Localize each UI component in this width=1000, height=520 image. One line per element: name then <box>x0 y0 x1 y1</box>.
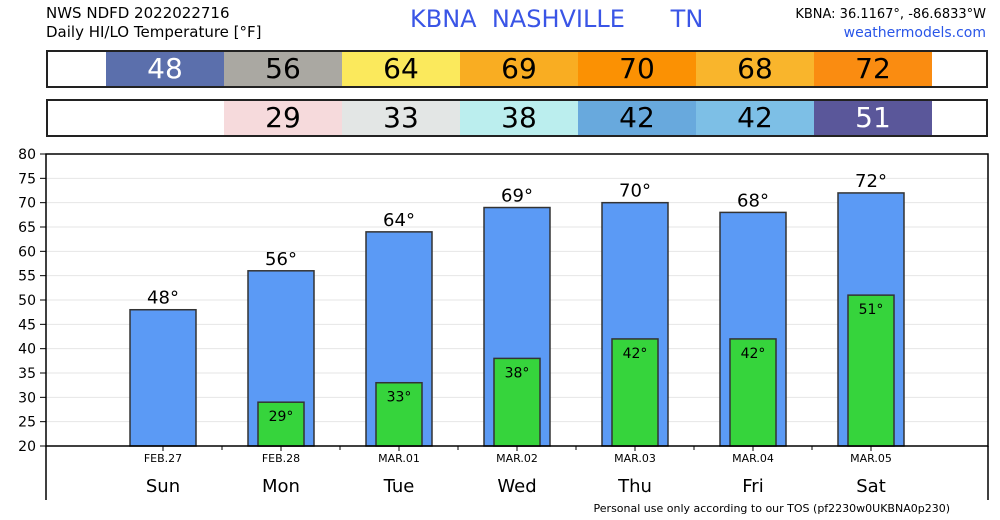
high-temp-label: 64° <box>383 210 415 231</box>
low-temp-cell: 42 <box>696 101 814 135</box>
high-temp-label: 68° <box>737 190 769 211</box>
high-temp-band: 48 56 64 69 70 68 72 <box>46 50 988 88</box>
day-label: Mon <box>262 476 300 497</box>
date-label: MAR.05 <box>850 452 892 465</box>
chart-header-left: NWS NDFD 2022022716 Daily HI/LO Temperat… <box>46 4 262 42</box>
low-temp-bar <box>375 381 423 447</box>
y-tick-label: 80 <box>18 147 36 163</box>
high-temp-cell: 68 <box>696 52 814 86</box>
low-temp-cell: 42 <box>578 101 696 135</box>
high-temp-label: 48° <box>147 288 179 309</box>
date-label: MAR.03 <box>614 452 656 465</box>
low-temp-bar <box>493 357 541 447</box>
date-label: MAR.04 <box>732 452 774 465</box>
high-temp-label: 69° <box>501 186 533 207</box>
high-temp-cell: 64 <box>342 52 460 86</box>
low-temp-cell <box>106 101 224 135</box>
high-temp-cell: 56 <box>224 52 342 86</box>
low-temp-bar <box>847 294 895 447</box>
low-temp-cell: 51 <box>814 101 932 135</box>
y-tick-label: 50 <box>18 293 36 309</box>
model-run-label: NWS NDFD 2022022716 <box>46 4 230 22</box>
station-coordinates: KBNA: 36.1167°, -86.6833°W <box>795 7 986 22</box>
low-temp-label: 42° <box>623 346 648 362</box>
high-temp-label: 56° <box>265 249 297 270</box>
y-tick-label: 65 <box>18 220 36 236</box>
date-label: MAR.02 <box>496 452 538 465</box>
low-temp-label: 38° <box>505 365 530 381</box>
day-label: Fri <box>742 476 763 497</box>
day-label: Wed <box>497 476 536 497</box>
low-temp-label: 51° <box>859 302 884 318</box>
footer-note: Personal use only according to our TOS (… <box>593 502 950 515</box>
low-temp-bar <box>611 338 659 447</box>
y-tick-label: 20 <box>18 439 36 455</box>
low-temp-cell: 33 <box>342 101 460 135</box>
high-temp-label: 70° <box>619 181 651 202</box>
date-label: FEB.28 <box>262 452 300 465</box>
low-temp-cell: 38 <box>460 101 578 135</box>
high-temp-label: 72° <box>855 171 887 192</box>
low-temp-band: 29 33 38 42 42 51 <box>46 99 988 137</box>
high-temp-cell: 70 <box>578 52 696 86</box>
chart-title: Daily HI/LO Temperature [°F] <box>46 23 262 41</box>
y-tick-label: 60 <box>18 244 36 260</box>
y-tick-label: 25 <box>18 415 36 431</box>
date-label: FEB.27 <box>144 452 182 465</box>
y-tick-label: 70 <box>18 196 36 212</box>
y-tick-label: 75 <box>18 171 36 187</box>
day-label: Tue <box>383 476 415 497</box>
low-temp-cell: 29 <box>224 101 342 135</box>
y-tick-label: 35 <box>18 366 36 382</box>
chart-header-right: KBNA: 36.1167°, -86.6833°W weathermodels… <box>795 5 986 43</box>
low-temp-label: 33° <box>387 390 412 406</box>
plot-frame <box>45 153 989 447</box>
low-temp-label: 42° <box>741 346 766 362</box>
station-title: KBNA NASHVILLE TN <box>410 5 704 33</box>
site-link[interactable]: weathermodels.com <box>843 25 986 41</box>
day-label: Sat <box>856 476 886 497</box>
y-tick-label: 40 <box>18 342 36 358</box>
date-label: MAR.01 <box>378 452 420 465</box>
y-tick-label: 45 <box>18 317 36 333</box>
y-tick-label: 30 <box>18 390 36 406</box>
high-temp-cell: 72 <box>814 52 932 86</box>
day-label: Sun <box>146 476 180 497</box>
day-label: Thu <box>617 476 652 497</box>
high-temp-cell: 48 <box>106 52 224 86</box>
low-temp-bar <box>729 338 777 447</box>
temperature-bar-chart: 20 25 30 35 40 45 50 55 60 65 70 75 80 48° FEB.27 Sun 56… <box>18 147 989 500</box>
y-tick-label: 55 <box>18 269 36 285</box>
low-temp-label: 29° <box>269 409 294 425</box>
high-temp-cell: 69 <box>460 52 578 86</box>
high-temp-bar <box>129 308 197 447</box>
